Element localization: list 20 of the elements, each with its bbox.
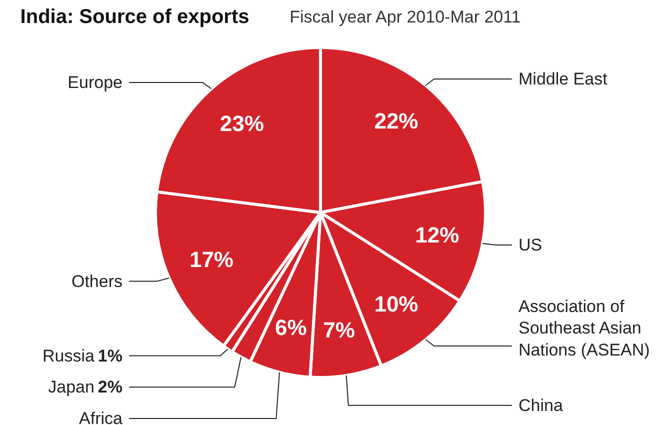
slice-label: China	[518, 396, 564, 415]
slice-label: Europe	[68, 73, 123, 92]
data-label: 6%	[275, 315, 307, 340]
slice-label: Africa	[79, 408, 124, 425]
data-label: 22%	[374, 108, 418, 134]
data-label: 10%	[374, 292, 418, 317]
data-label: 12%	[415, 222, 460, 248]
slice-label: Association of Southeast Asian Nations (ASEAN)	[518, 296, 650, 360]
data-label: 17%	[189, 247, 234, 272]
slice-label: Japan	[48, 378, 94, 397]
data-label: 23%	[220, 110, 264, 136]
slice-label: Middle East	[518, 70, 608, 89]
slice-label: Russia	[42, 346, 95, 366]
data-label: 7%	[323, 317, 355, 342]
data-label: 2%	[98, 378, 123, 397]
chart-title: India: Source of exports	[20, 6, 250, 28]
slice-label: Others	[71, 272, 123, 291]
data-label: 1%	[98, 346, 123, 366]
slice-label: US	[518, 235, 542, 254]
chart-subtitle: Fiscal year Apr 2010-Mar 2011	[290, 8, 521, 26]
